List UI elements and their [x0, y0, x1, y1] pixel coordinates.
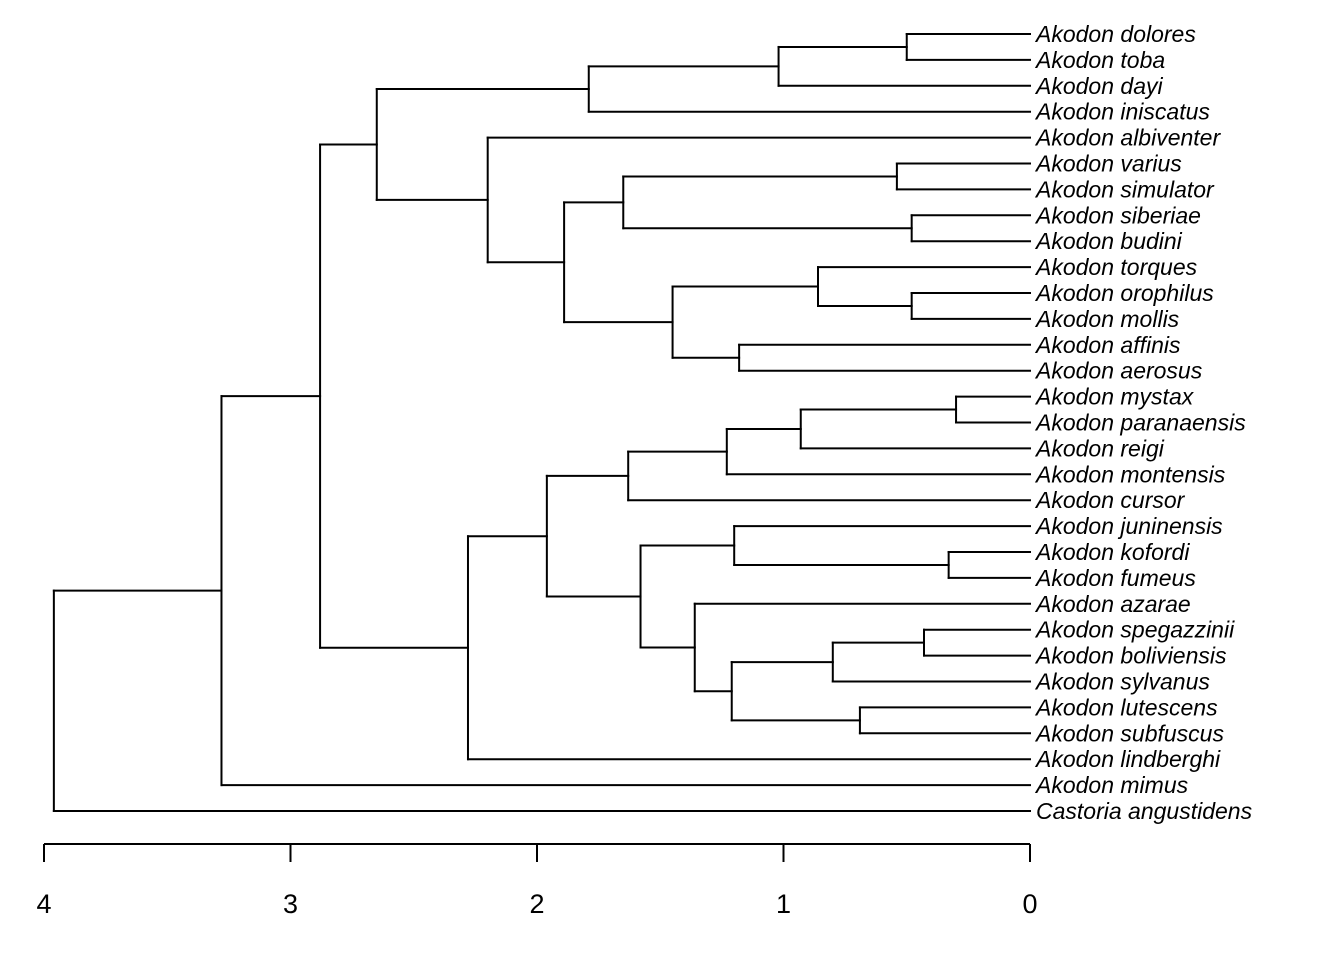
- tip-label: Akodon dayi: [1034, 73, 1163, 99]
- x-axis: 4 3 2 1 0: [36, 843, 1038, 919]
- tip-label: Akodon albiventer: [1034, 125, 1221, 151]
- tip-label: Akodon montensis: [1034, 461, 1226, 487]
- tip-label: Akodon cursor: [1034, 487, 1186, 513]
- tip-label: Akodon fumeus: [1034, 565, 1196, 591]
- tip-label: Akodon orophilus: [1034, 280, 1214, 306]
- axis-tick-label: 3: [283, 889, 298, 919]
- tip-label: Akodon boliviensis: [1034, 643, 1227, 669]
- axis-tick-label: 4: [36, 889, 51, 919]
- tip-label: Akodon reigi: [1034, 435, 1165, 461]
- tip-label: Akodon budini: [1034, 228, 1183, 254]
- tip-label: Akodon simulator: [1034, 176, 1215, 202]
- tip-label: Akodon siberiae: [1034, 202, 1201, 228]
- tip-label: Akodon lindberghi: [1034, 746, 1221, 772]
- tip-label: Akodon lutescens: [1034, 694, 1218, 720]
- tip-label: Akodon mimus: [1034, 772, 1189, 798]
- tip-label: Akodon mystax: [1034, 384, 1195, 410]
- tip-label: Akodon torques: [1034, 254, 1198, 280]
- axis-tick-label: 1: [776, 889, 791, 919]
- tip-label: Akodon juninensis: [1034, 513, 1223, 539]
- tip-label: Akodon spegazzinii: [1034, 617, 1235, 643]
- tip-label: Akodon mollis: [1034, 306, 1180, 332]
- tip-label: Akodon varius: [1034, 151, 1182, 177]
- axis-tick-label: 2: [529, 889, 544, 919]
- tip-label: Akodon affinis: [1034, 332, 1181, 358]
- tip-label: Castoria angustidens: [1036, 798, 1253, 824]
- tip-label: Akodon iniscatus: [1034, 99, 1210, 125]
- tip-label: Akodon dolores: [1034, 21, 1196, 47]
- tip-label: Akodon sylvanus: [1034, 669, 1210, 695]
- tip-label: Akodon aerosus: [1034, 358, 1203, 384]
- axis-tick-label: 0: [1022, 889, 1037, 919]
- tip-label: Akodon kofordi: [1034, 539, 1190, 565]
- tip-label: Akodon toba: [1034, 47, 1165, 73]
- tip-label: Akodon azarae: [1034, 591, 1191, 617]
- tip-label: Akodon subfuscus: [1034, 720, 1224, 746]
- tree-branches: [52, 33, 1031, 812]
- tip-label: Akodon paranaensis: [1034, 410, 1246, 436]
